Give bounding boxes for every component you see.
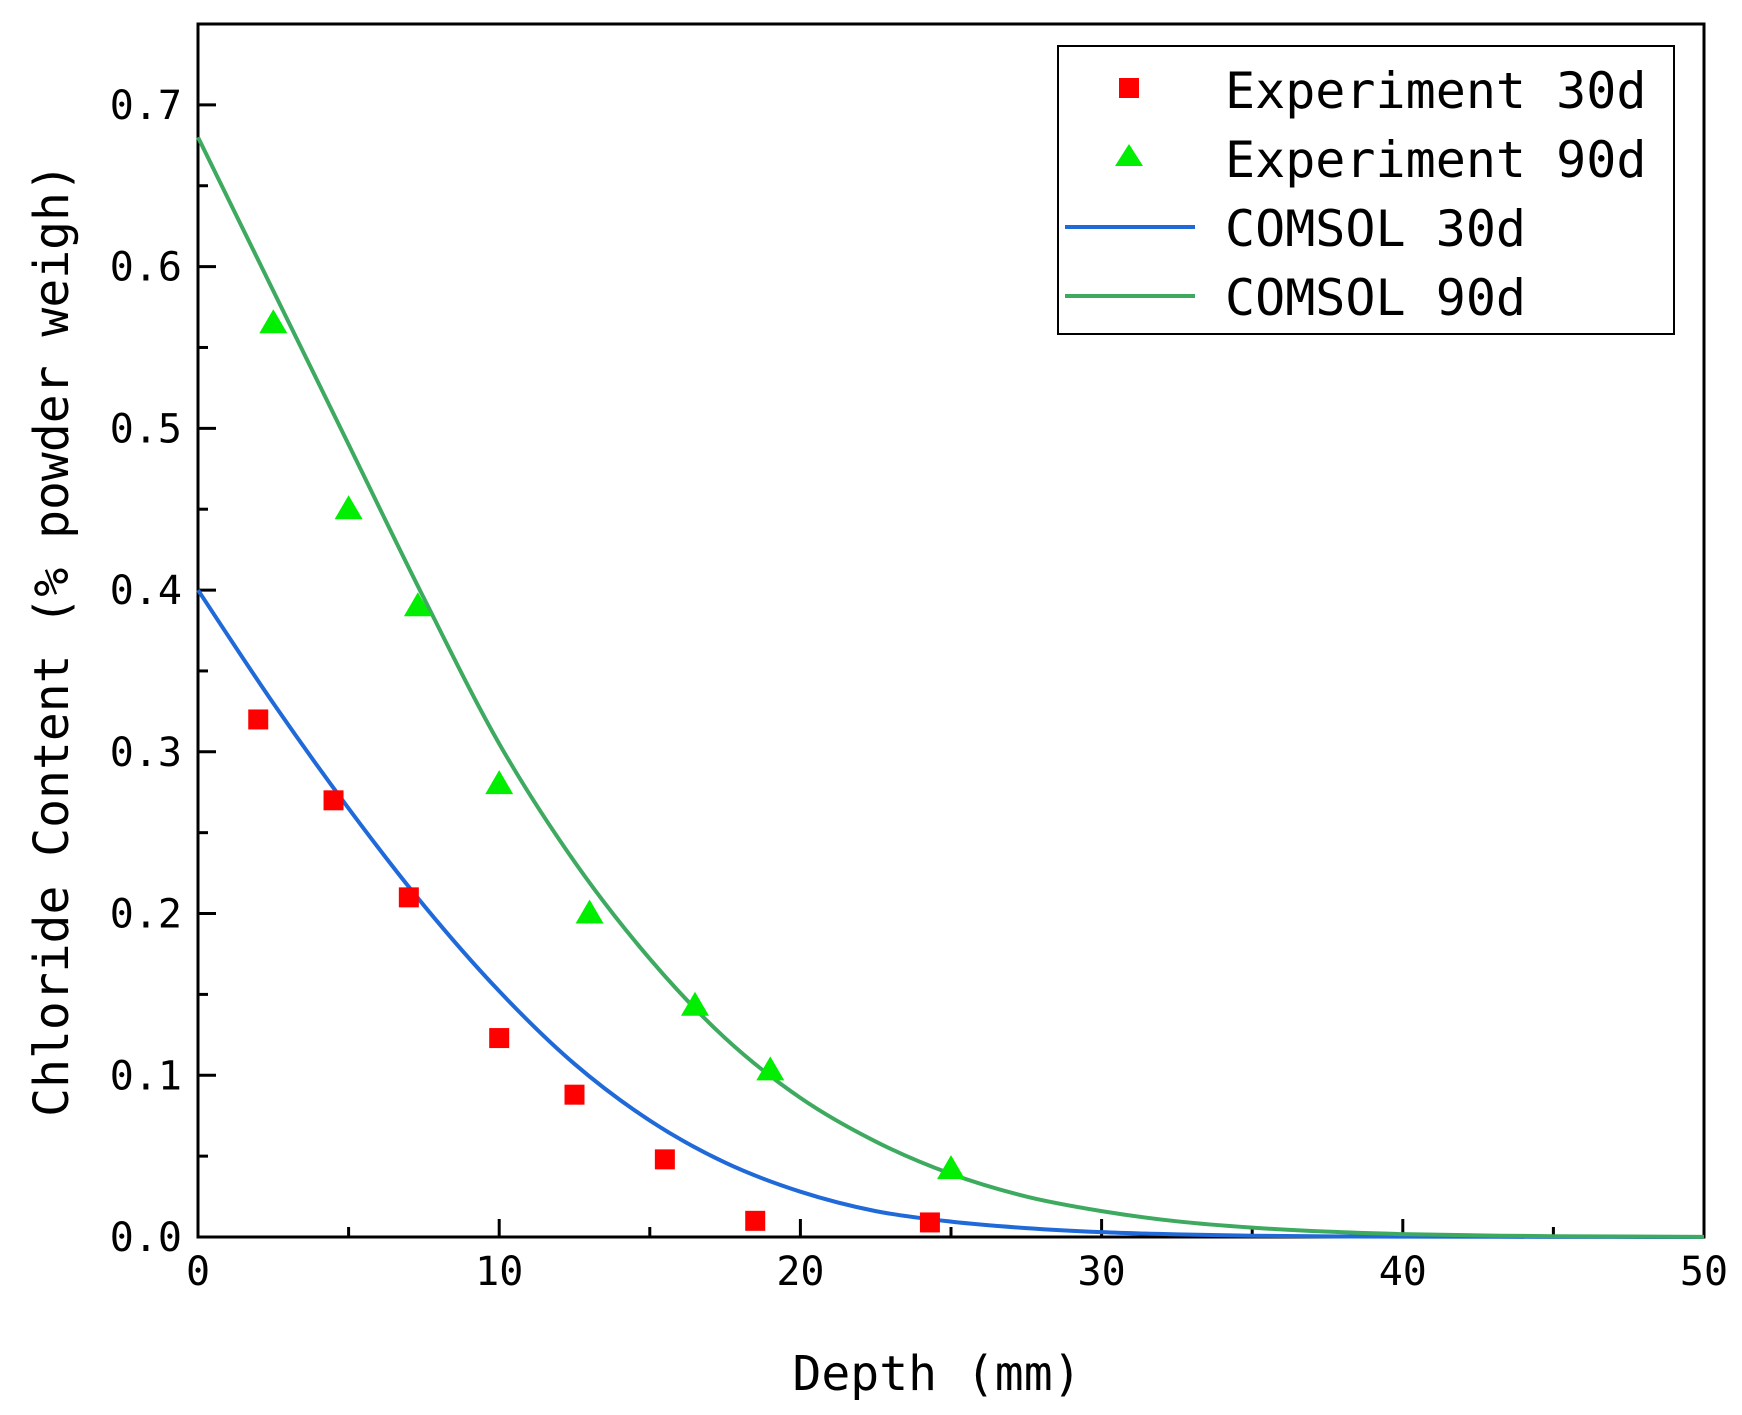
legend-label-comsol-30d: COMSOL 30d (1225, 200, 1526, 258)
y-tick-label: 0.4 (110, 568, 182, 614)
point-experiment-30d (248, 709, 269, 730)
legend-box (1057, 45, 1675, 335)
point-experiment-30d (398, 887, 419, 908)
point-experiment-90d (334, 495, 363, 520)
point-experiment-90d (575, 899, 604, 924)
x-tick-label: 50 (1680, 1249, 1728, 1295)
y-tick-label: 0.1 (110, 1053, 182, 1099)
point-experiment-30d (489, 1028, 510, 1049)
legend: Experiment 30d Experiment 90d COMSOL 30d… (1057, 45, 1675, 335)
point-experiment-90d (485, 770, 514, 795)
legend-label-experiment-30d: Experiment 30d (1225, 62, 1646, 120)
point-experiment-90d (756, 1056, 785, 1081)
point-experiment-30d (323, 790, 344, 811)
y-axis-title: Chloride Content (% powder weigh) (24, 163, 80, 1117)
point-experiment-30d (564, 1084, 585, 1105)
line-comsol-30d (196, 588, 1705, 1239)
legend-label-comsol-90d: COMSOL 90d (1225, 269, 1526, 327)
axis-ticks: 0 10 20 30 40 50 0.0 0.1 0.2 0.3 0.4 0.5 0.6 0.7 (110, 22, 1728, 1295)
point-experiment-30d (745, 1210, 766, 1231)
point-experiment-90d (403, 592, 432, 617)
y-tick-label: 0.7 (110, 83, 182, 129)
legend-marker-experiment-90d (1115, 144, 1143, 166)
x-tick-label: 0 (186, 1249, 210, 1295)
y-tick-label: 0.5 (110, 406, 182, 452)
point-experiment-30d (919, 1212, 940, 1233)
legend-marker-experiment-30d (1119, 78, 1139, 98)
legend-label-experiment-90d: Experiment 90d (1225, 131, 1646, 189)
x-tick-label: 20 (776, 1249, 824, 1295)
y-tick-label: 0.0 (110, 1215, 182, 1261)
x-tick-label: 30 (1078, 1249, 1126, 1295)
x-axis-title: Depth (mm) (793, 1346, 1082, 1402)
point-experiment-90d (937, 1155, 965, 1180)
y-tick-label: 0.6 (110, 245, 182, 291)
x-tick-label: 40 (1379, 1249, 1427, 1295)
y-tick-label: 0.3 (110, 730, 182, 776)
data-markers (248, 309, 965, 1233)
model-curves (196, 136, 1705, 1239)
line-comsol-90d (196, 136, 1705, 1239)
point-experiment-90d (259, 309, 288, 334)
x-tick-label: 10 (475, 1249, 523, 1295)
y-tick-label: 0.2 (110, 892, 182, 938)
point-experiment-90d (680, 991, 709, 1016)
point-experiment-30d (654, 1149, 675, 1170)
